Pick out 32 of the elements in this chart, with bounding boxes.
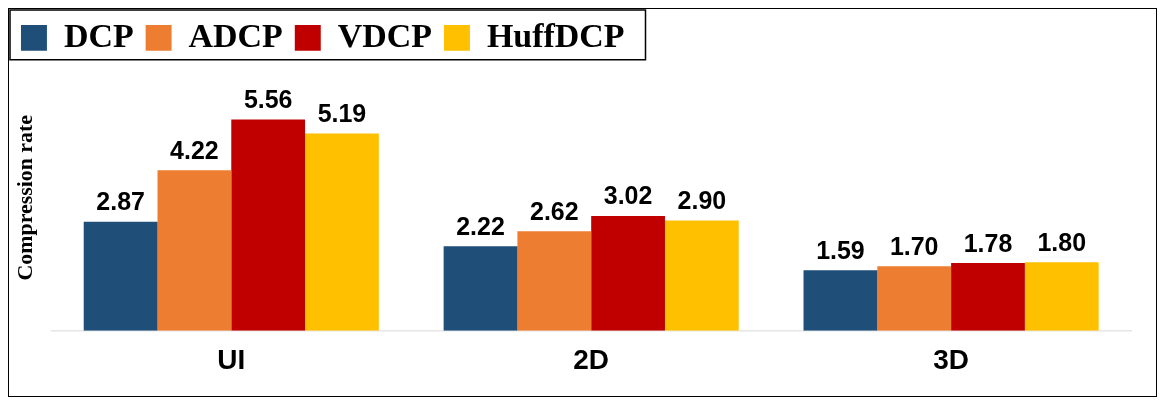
bar: [803, 270, 878, 331]
bar: [1024, 262, 1099, 331]
bar: [83, 221, 158, 331]
data-label: 1.80: [1037, 227, 1087, 256]
data-label: 2.62: [530, 196, 579, 225]
bar: [591, 215, 665, 331]
legend-label: VDCP: [337, 16, 432, 54]
data-label: 1.70: [889, 231, 939, 260]
bar: [877, 266, 952, 331]
bar: [664, 220, 739, 331]
x-tick-label: 3D: [933, 344, 969, 376]
data-label: 5.56: [243, 84, 293, 113]
y-axis-title: Compression rate: [11, 114, 37, 281]
data-label: 1.59: [816, 235, 865, 264]
data-label: 5.19: [317, 98, 367, 127]
legend-label: ADCP: [188, 16, 283, 54]
data-label: 4.22: [170, 135, 219, 164]
data-label: 3.02: [603, 181, 653, 210]
x-tick-label: UI: [217, 344, 246, 376]
legend-label: DCP: [63, 16, 134, 54]
data-label: 2.90: [677, 186, 727, 214]
bar: [951, 263, 1025, 331]
bar: [443, 246, 518, 331]
bar: [517, 231, 592, 331]
bar: [305, 133, 379, 331]
legend-label: HuffDCP: [486, 16, 625, 54]
data-label: 2.87: [96, 187, 145, 216]
x-tick-label: 2D: [573, 344, 610, 376]
data-label: 2.22: [456, 211, 505, 240]
bar: [231, 119, 306, 331]
data-label: 1.78: [963, 228, 1013, 257]
bar: [157, 170, 232, 331]
